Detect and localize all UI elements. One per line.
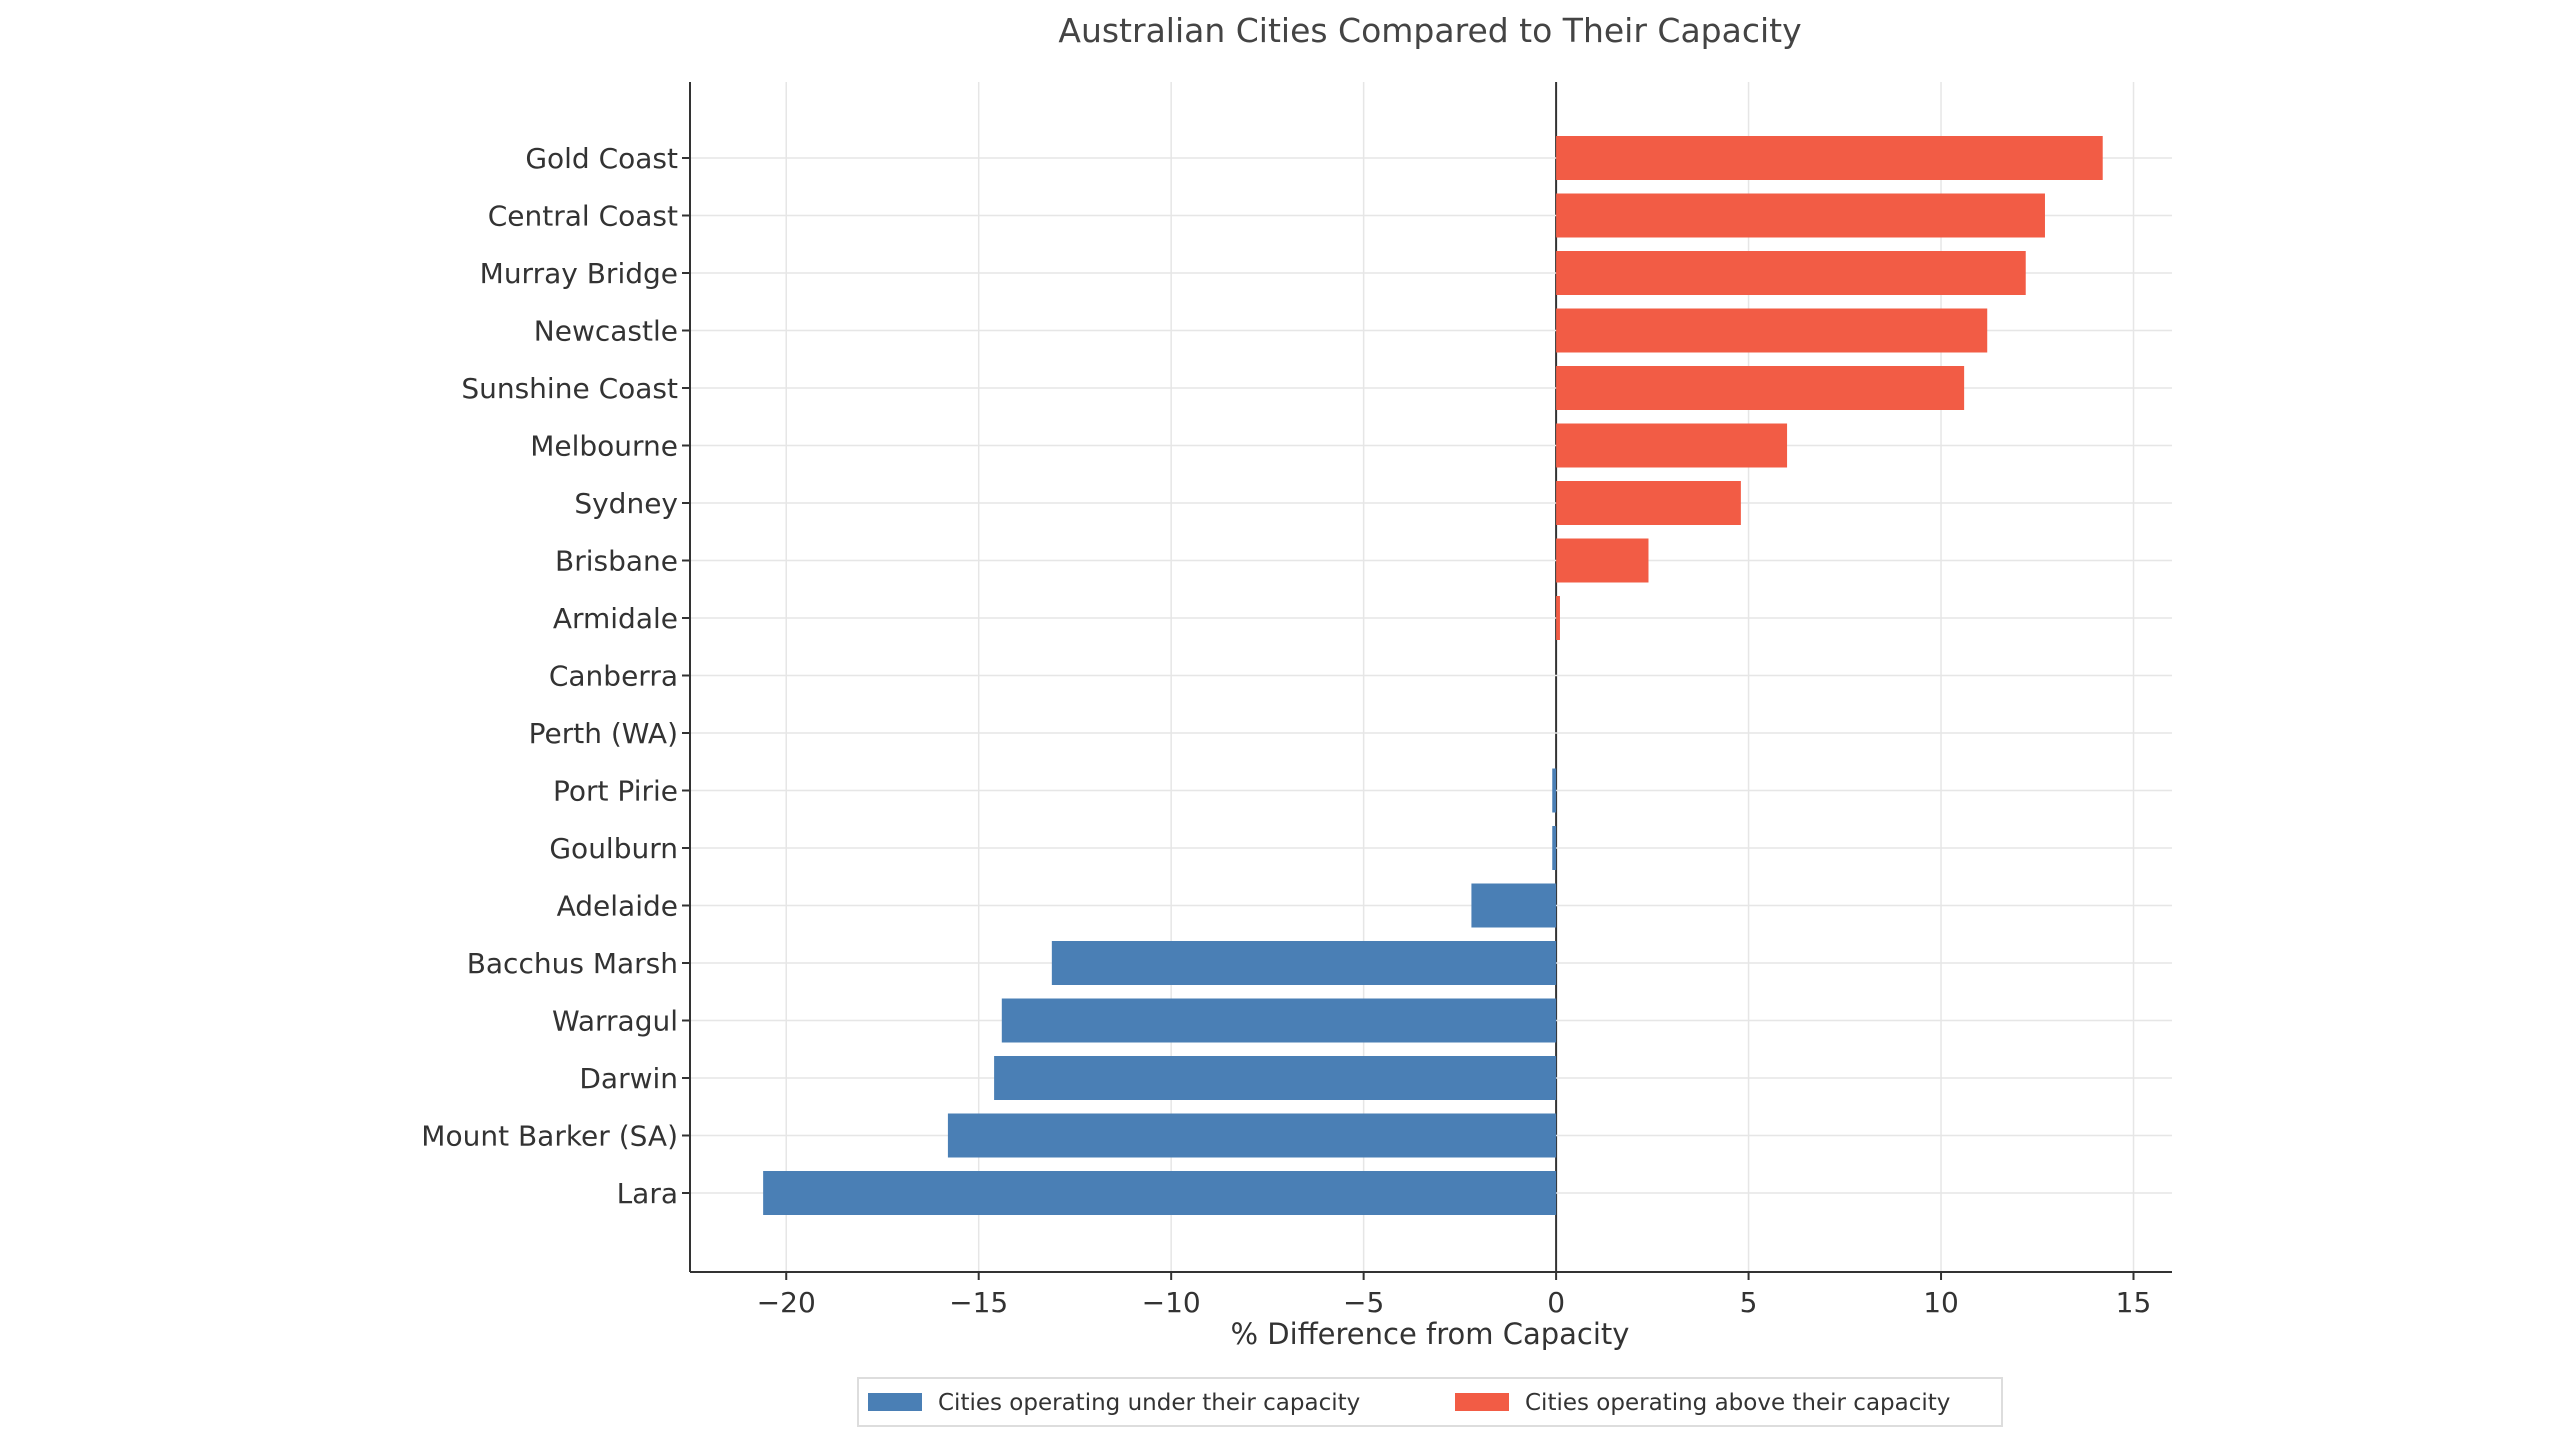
y-tick-label: Sunshine Coast: [461, 372, 678, 405]
x-tick-label: −10: [1142, 1286, 1201, 1319]
legend-swatch-above: [1455, 1393, 1509, 1411]
x-tick-label: −15: [949, 1286, 1008, 1319]
axes: [689, 82, 2172, 1273]
y-tick-label: Warragul: [552, 1005, 678, 1038]
y-tick-label: Mount Barker (SA): [421, 1120, 678, 1153]
bar: [1552, 826, 1557, 870]
bar: [1471, 883, 1557, 928]
x-tick-label: 0: [1547, 1286, 1565, 1319]
x-tick-label: 10: [1923, 1286, 1959, 1319]
y-tick-label: Lara: [617, 1177, 678, 1210]
x-tick-labels: −20 −15 −10 −5 0 5 10 15: [757, 1272, 2152, 1319]
bar: [1556, 308, 1988, 353]
bar: [1556, 193, 2045, 238]
x-tick-label: −20: [757, 1286, 816, 1319]
y-tick-label: Newcastle: [534, 315, 678, 348]
x-tick-label: 15: [2116, 1286, 2152, 1319]
y-tick-label: Melbourne: [530, 430, 678, 463]
bar: [1552, 768, 1557, 813]
y-tick-label: Bacchus Marsh: [467, 947, 678, 980]
y-tick-label: Armidale: [553, 602, 678, 635]
bars: [763, 136, 2103, 1215]
x-axis-title: % Difference from Capacity: [1231, 1317, 1630, 1351]
y-tick-label: Sydney: [574, 487, 678, 520]
y-tick-label: Central Coast: [488, 200, 678, 233]
y-tick-label: Goulburn: [549, 832, 678, 865]
bar: [994, 1056, 1557, 1100]
bar: [763, 1171, 1557, 1215]
legend: Cities operating under their capacity Ci…: [857, 1377, 2003, 1427]
y-tick-labels: Gold Coast Central Coast Murray Bridge Newc…: [421, 142, 690, 1210]
bar: [1001, 998, 1557, 1043]
y-tick-label: Brisbane: [555, 545, 678, 578]
bar: [1051, 941, 1557, 985]
chart-title: Australian Cities Compared to Their Capa…: [1058, 11, 1801, 50]
y-tick-label: Darwin: [579, 1062, 678, 1095]
bar: [947, 1113, 1557, 1158]
bar: [1556, 538, 1649, 583]
legend-frame: [857, 1377, 2003, 1427]
y-tick-label: Perth (WA): [529, 717, 678, 750]
x-tick-label: 5: [1740, 1286, 1758, 1319]
y-tick-label: Canberra: [549, 660, 678, 693]
legend-swatch-under: [868, 1393, 922, 1411]
bar: [1556, 423, 1788, 468]
y-tick-label: Adelaide: [557, 890, 678, 923]
y-tick-label: Port Pirie: [553, 775, 678, 808]
legend-label-under: Cities operating under their capacity: [938, 1390, 1360, 1416]
bar: [1556, 136, 2103, 180]
x-tick-label: −5: [1343, 1286, 1384, 1319]
y-tick-label: Murray Bridge: [480, 257, 678, 290]
legend-label-above: Cities operating above their capacity: [1525, 1390, 1950, 1416]
bar: [1556, 481, 1741, 525]
bar: [1556, 251, 2026, 295]
y-tick-label: Gold Coast: [525, 142, 678, 175]
bar: [1556, 596, 1560, 640]
bar: [1556, 366, 1965, 410]
